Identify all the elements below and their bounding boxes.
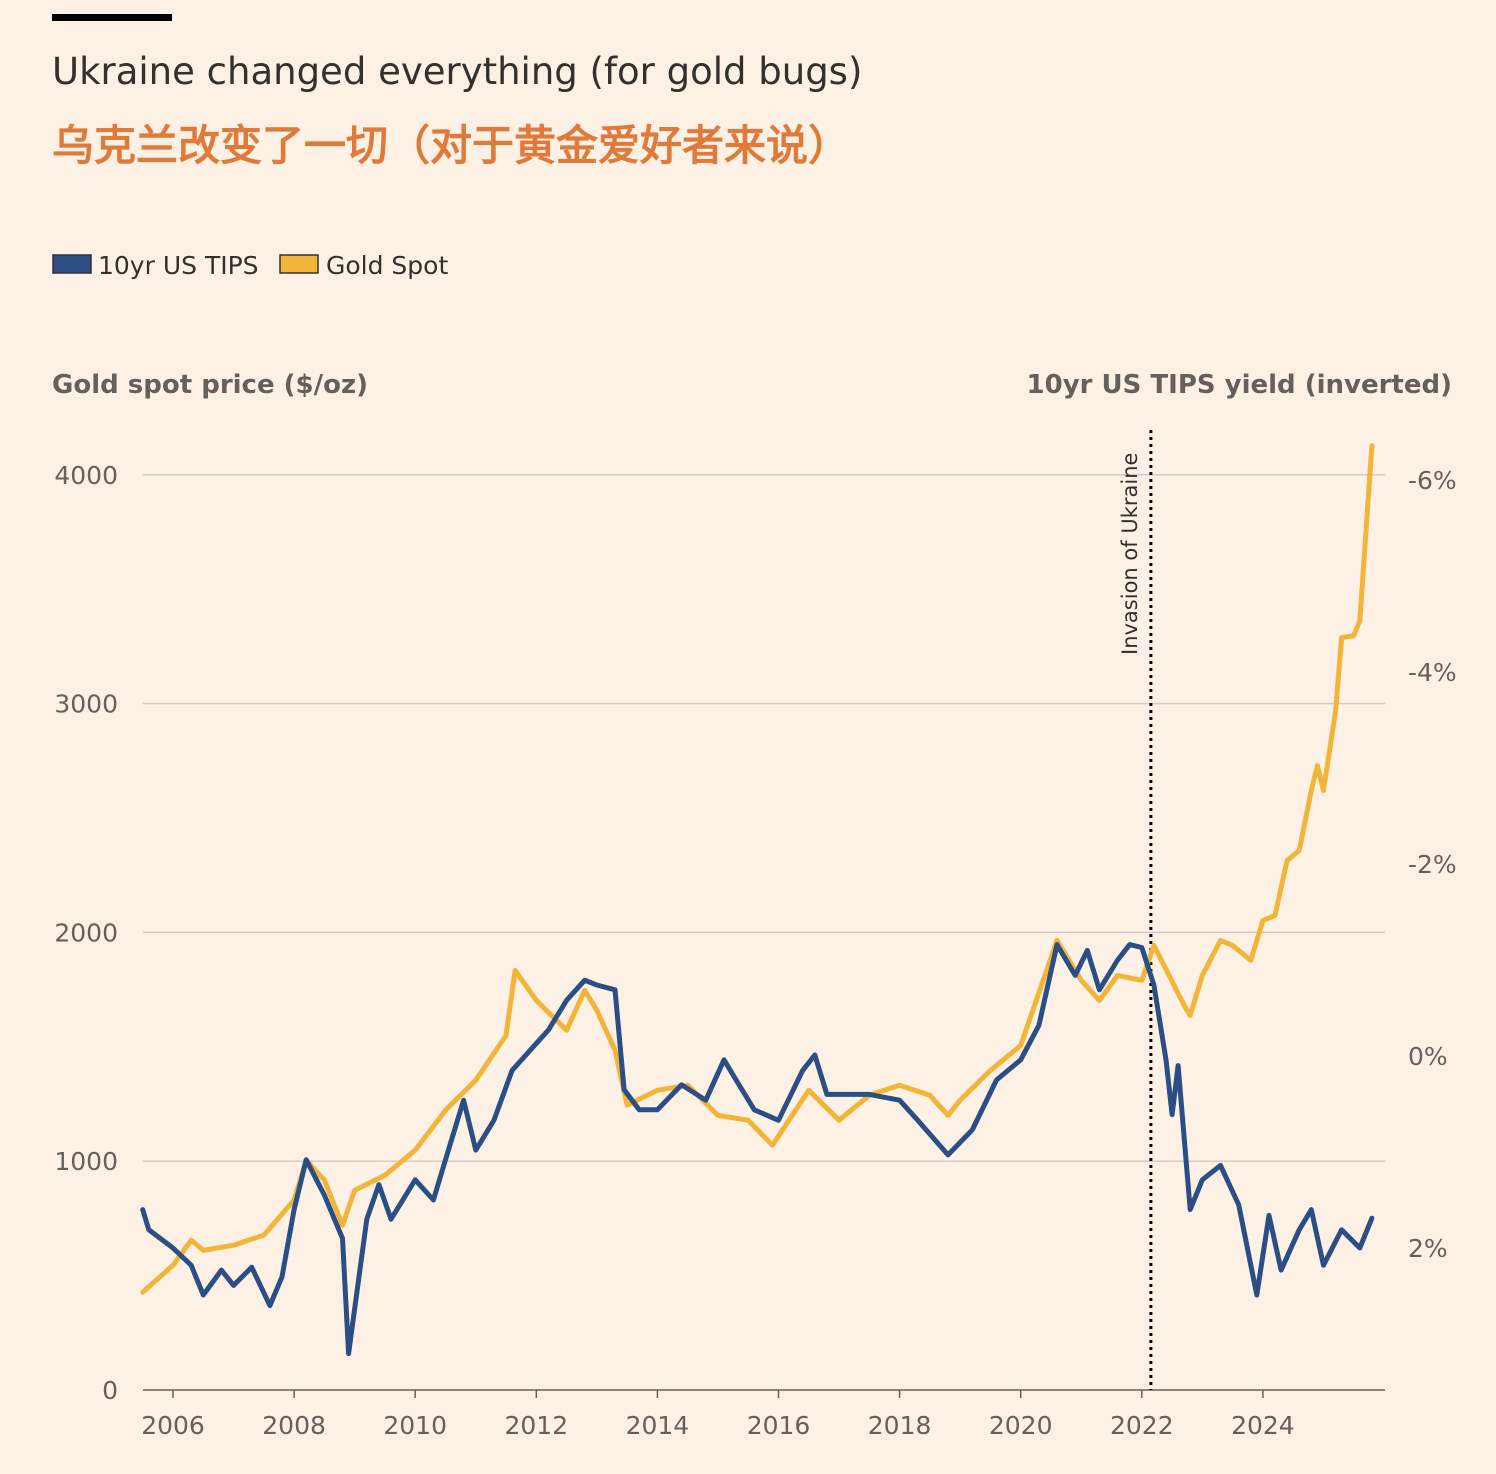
x-tick-label: 2024 xyxy=(1231,1411,1295,1440)
x-tick-label: 2020 xyxy=(989,1411,1053,1440)
right-axis-title: 10yr US TIPS yield (inverted) xyxy=(1027,370,1452,400)
x-tick-label: 2006 xyxy=(141,1411,205,1440)
tips-series-line xyxy=(140,942,1375,1357)
legend-label-gold: Gold Spot xyxy=(326,251,448,280)
x-tick-label: 2008 xyxy=(262,1411,326,1440)
header-bar xyxy=(52,14,172,21)
chart-title: Ukraine changed everything (for gold bug… xyxy=(52,50,862,93)
x-tick-label: 2012 xyxy=(504,1411,568,1440)
left-tick-label: 3000 xyxy=(54,690,118,719)
right-axis: -6% -4% -2% 0% 2% xyxy=(1408,466,1457,1263)
x-axis: 2006 2008 2010 2012 2014 2016 2018 2020 2022 2024 xyxy=(141,1389,1385,1440)
left-tick-label: 0 xyxy=(102,1376,118,1405)
chart-subtitle: 乌克兰改变了一切（对于黄金爱好者来说） xyxy=(52,121,850,170)
invasion-label: Invasion of Ukraine xyxy=(1118,453,1142,655)
legend-swatch-gold xyxy=(279,254,319,274)
gridlines xyxy=(143,474,1385,1162)
right-tick-label: -2% xyxy=(1408,850,1457,879)
x-tick-label: 2022 xyxy=(1110,1411,1174,1440)
legend-label-tips: 10yr US TIPS xyxy=(98,251,259,280)
left-tick-label: 1000 xyxy=(54,1147,118,1176)
right-tick-label: -4% xyxy=(1408,658,1457,687)
right-tick-label: 0% xyxy=(1408,1042,1448,1071)
right-tick-label: -6% xyxy=(1408,466,1457,495)
left-axis: 0 1000 2000 3000 4000 xyxy=(54,461,118,1405)
legend: 10yr US TIPS Gold Spot xyxy=(52,251,448,280)
x-tick-label: 2010 xyxy=(383,1411,447,1440)
annotation: Invasion of Ukraine xyxy=(1118,430,1153,1390)
x-tick-label: 2016 xyxy=(747,1411,811,1440)
x-tick-label: 2018 xyxy=(868,1411,932,1440)
legend-swatch-tips xyxy=(52,254,92,274)
left-tick-label: 2000 xyxy=(54,918,118,947)
series-lines xyxy=(140,443,1375,1357)
right-tick-label: 2% xyxy=(1408,1234,1448,1263)
left-tick-label: 4000 xyxy=(54,461,118,490)
left-axis-title: Gold spot price ($/oz) xyxy=(52,370,368,400)
x-tick-label: 2014 xyxy=(626,1411,690,1440)
